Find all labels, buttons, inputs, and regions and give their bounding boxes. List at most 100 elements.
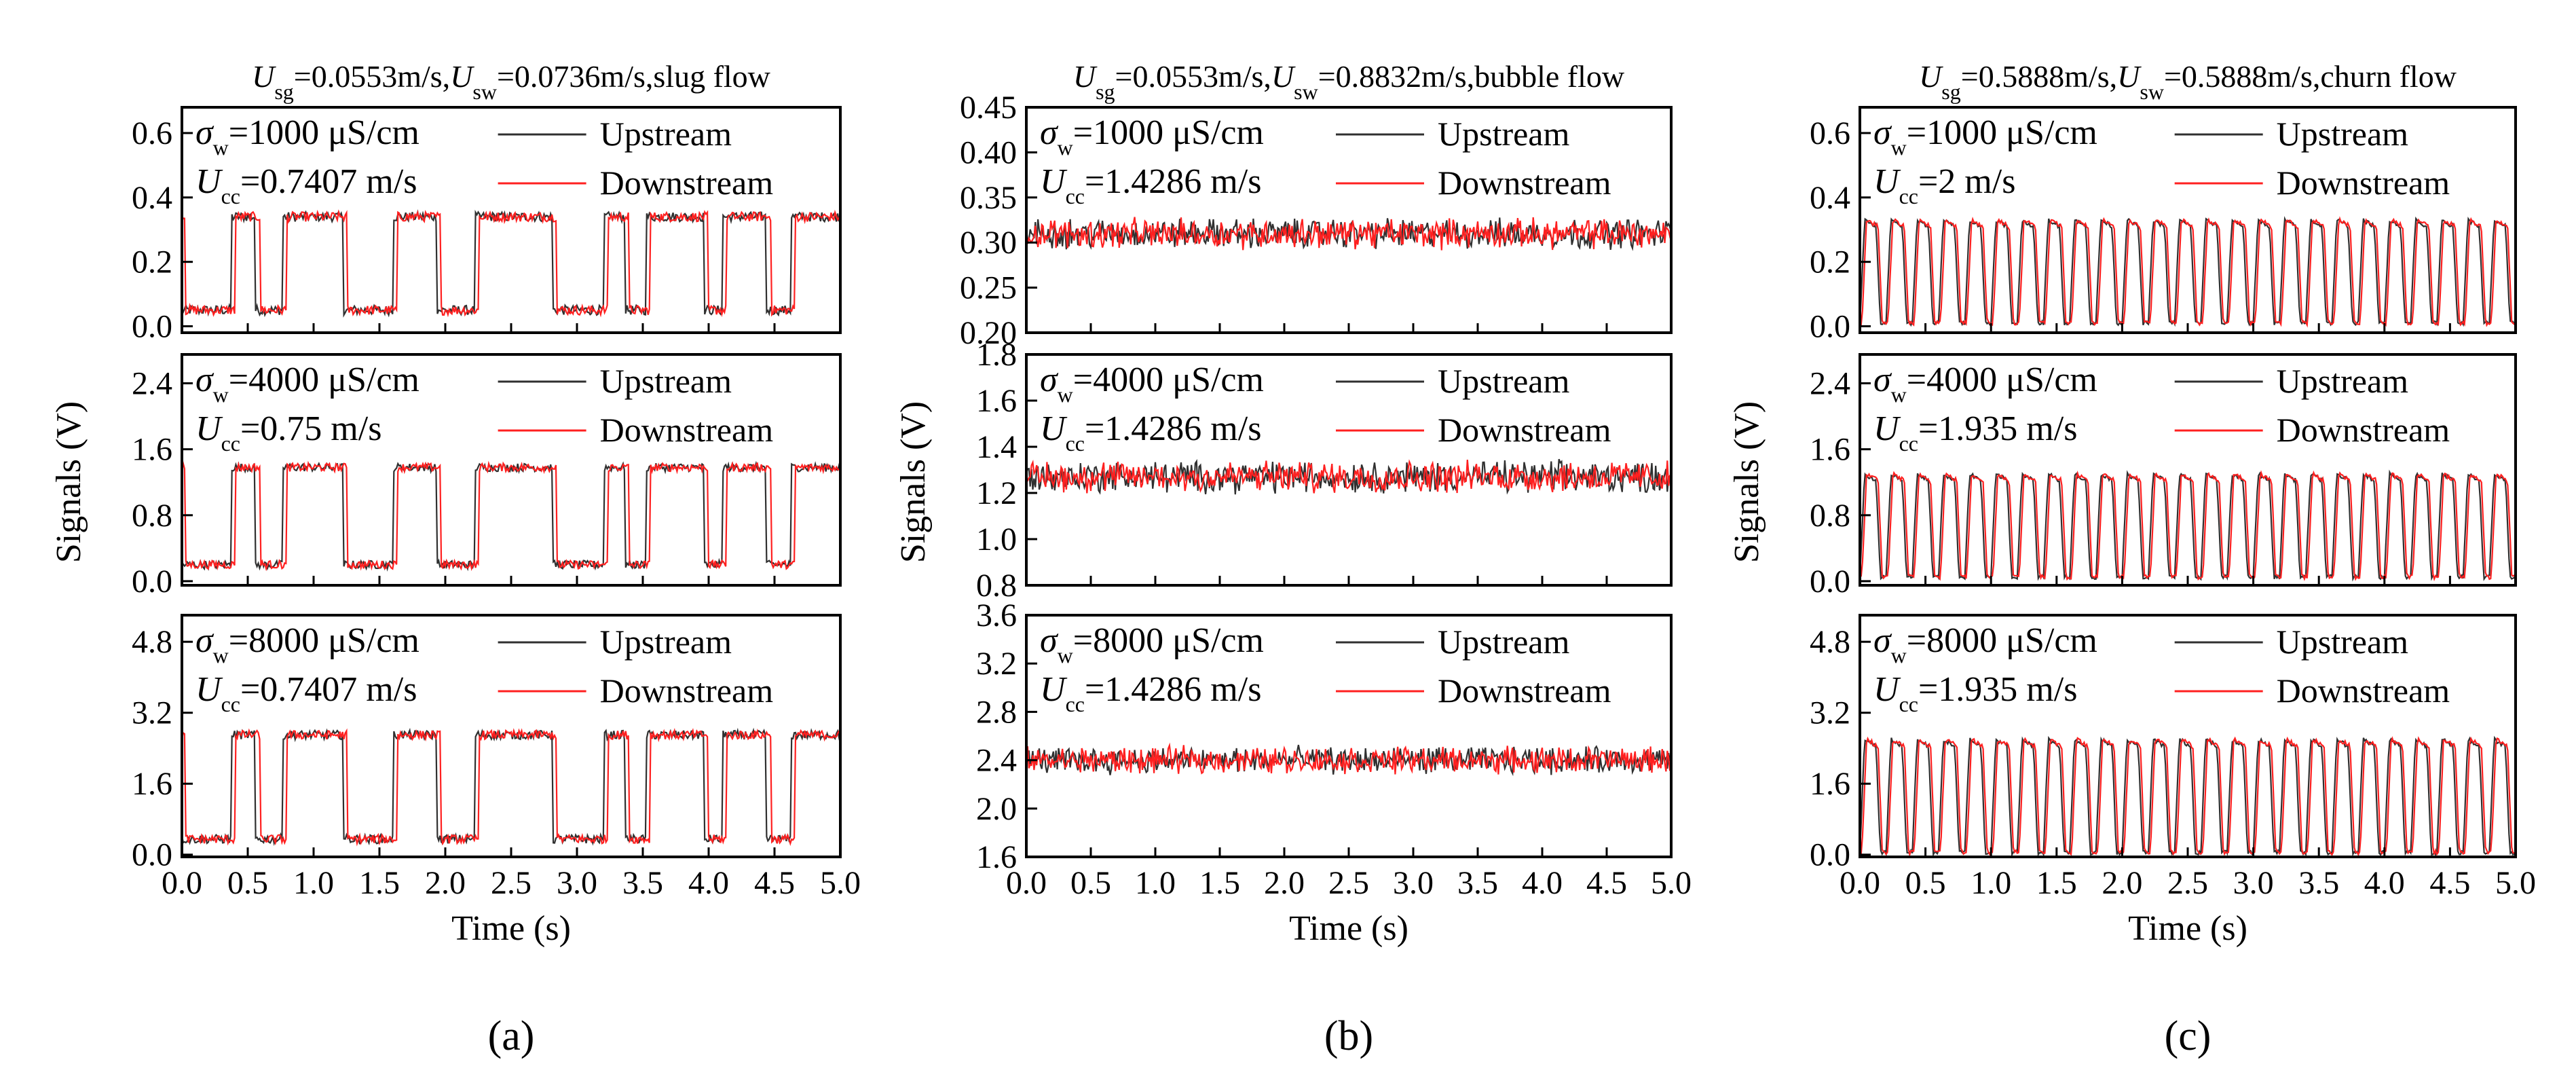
x-tick-label: 0.5 [227,865,268,901]
y-tick-label: 1.6 [132,432,172,468]
y-tick-label: 0.0 [1810,837,1850,873]
legend-upstream-label: Upstream [2277,362,2408,400]
ucc-subscript: cc [1066,184,1085,208]
y-tick-label: 3.2 [1810,695,1850,731]
usg-value: =0.5888m/s, [1961,59,2117,94]
usw-subscript: sw [2140,79,2164,104]
usw-subscript: sw [1294,79,1318,104]
ucc-symbol: U [1040,162,1068,201]
usw-symbol: U [450,59,474,94]
sigma-value: =4000 μS/cm [229,361,419,399]
ucc-value: =0.7407 m/s [240,162,417,201]
ucc-value: =1.935 m/s [1918,409,2077,448]
x-axis-label: Time (s) [451,909,571,948]
y-tick-label: 3.6 [976,598,1017,634]
x-axis-label: Time (s) [2128,909,2247,948]
x-tick-label: 5.0 [820,865,861,901]
sigma-annotation: σw=1000 μS/cm [1040,113,1264,160]
upstream-series-line [1860,735,2516,857]
ucc-value: =1.4286 m/s [1085,409,1261,448]
x-tick-label: 5.0 [1651,865,1692,901]
x-tick-label: 3.0 [2233,865,2274,901]
usg-subscript: sg [1096,79,1115,104]
legend-upstream-label: Upstream [600,623,732,661]
ucc-annotation: Ucc=2 m/s [1873,162,2015,208]
legend-upstream-label: Upstream [1438,362,1569,400]
x-tick-label: 0.5 [1905,865,1946,901]
y-tick-label: 0.0 [132,309,172,345]
legend-upstream-label: Upstream [600,362,732,400]
usw-value: =0.8832m/s,bubble flow [1318,59,1625,94]
ucc-annotation: Ucc=1.4286 m/s [1040,409,1261,456]
usg-value: =0.0553m/s, [294,59,450,94]
ucc-value: =1.4286 m/s [1085,162,1261,201]
y-tick-label: 3.2 [132,695,172,731]
x-tick-label: 3.5 [1457,865,1498,901]
sigma-subscript: w [1058,135,1073,160]
upstream-series-line [182,727,840,847]
x-tick-label: 2.5 [491,865,531,901]
panel-b: Usg=0.0553m/s,Usw=0.8832m/s,bubble flow 0… [894,59,1692,1059]
x-tick-label: 1.0 [1135,865,1176,901]
sigma-value: =1000 μS/cm [229,113,419,152]
ucc-symbol: U [1040,409,1068,448]
y-tick-label: 3.2 [976,646,1017,682]
legend-downstream-label: Downstream [600,411,774,449]
ucc-subscript: cc [221,692,240,716]
ucc-annotation: Ucc=1.935 m/s [1873,670,2077,716]
x-tick-label: 0.0 [162,865,202,901]
sigma-annotation: σw=1000 μS/cm [1873,113,2097,160]
panel-title: Usg=0.0553m/s,Usw=0.8832m/s,bubble flow [1073,59,1625,104]
ucc-subscript: cc [221,431,240,456]
ucc-subscript: cc [1899,692,1918,716]
x-tick-label: 4.0 [1522,865,1563,901]
ucc-annotation: Ucc=1.4286 m/s [1040,162,1261,208]
x-tick-label: 1.0 [293,865,334,901]
sigma-symbol: σ [1040,113,1059,152]
downstream-series-line [1026,459,1671,494]
y-tick-label: 1.4 [976,429,1017,465]
sigma-annotation: σw=1000 μS/cm [195,113,419,160]
sigma-subscript: w [1058,643,1073,667]
legend-downstream-label: Downstream [2277,164,2450,202]
x-tick-label: 0.0 [1840,865,1880,901]
sigma-symbol: σ [195,361,214,399]
legend-downstream-label: Downstream [600,672,774,710]
x-tick-label: 4.0 [688,865,729,901]
ucc-symbol: U [1040,670,1068,709]
sigma-symbol: σ [1873,361,1892,399]
ucc-subscript: cc [1066,431,1085,456]
downstream-series-line [182,209,840,318]
y-tick-label: 1.6 [976,383,1017,419]
usg-subscript: sg [274,79,293,104]
sigma-symbol: σ [1040,361,1059,399]
sigma-symbol: σ [1873,113,1892,152]
sigma-subscript: w [1891,643,1907,667]
downstream-series-line [1860,216,2516,328]
sigma-subscript: w [1891,135,1907,160]
legend-upstream-label: Upstream [1438,623,1569,661]
downstream-series-line [182,727,840,847]
y-tick-label: 2.8 [976,694,1017,730]
sigma-symbol: σ [1873,621,1892,660]
ucc-subscript: cc [1899,431,1918,456]
x-tick-label: 0.5 [1070,865,1111,901]
legend-downstream-label: Downstream [1438,672,1611,710]
y-tick-label: 2.0 [976,791,1017,827]
y-tick-label: 0.0 [132,564,172,600]
usg-symbol: U [252,59,276,94]
x-tick-label: 1.0 [1971,865,2011,901]
sigma-annotation: σw=4000 μS/cm [1873,361,2097,407]
y-axis-label: Signals (V) [1728,401,1766,563]
usg-subscript: sg [1941,79,1960,104]
sigma-subscript: w [213,135,229,160]
subplot: 0.0 1.6 3.2 4.8 0.0 0.5 1.0 1.5 2.0 2.5 3.0 3.5 4.0 4… [1810,614,2536,901]
x-tick-label: 2.0 [425,865,466,901]
sigma-subscript: w [1891,382,1907,407]
y-tick-label: 0.40 [960,134,1017,170]
usw-symbol: U [1271,59,1296,94]
usw-symbol: U [2117,59,2142,94]
